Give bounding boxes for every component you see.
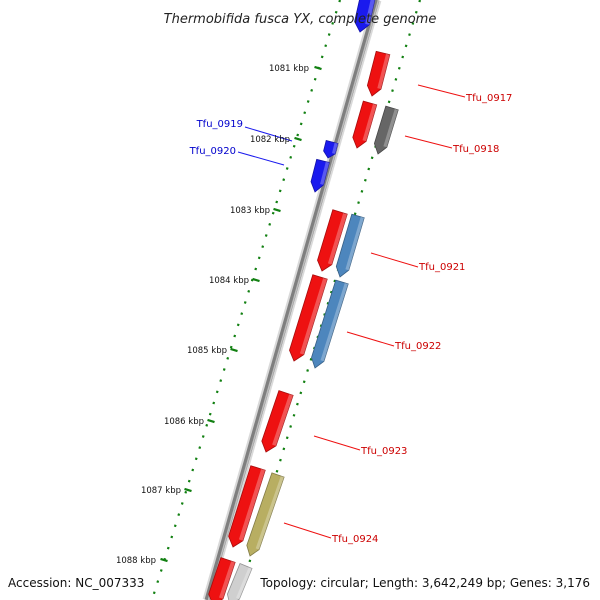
scale-label-1083: 1083 kbp [230,206,270,216]
gene-body [373,105,399,155]
gene-body [354,0,376,33]
gene-body [226,562,253,600]
callout-line-tfu0924 [283,522,332,539]
gene-label-tfu0924: Tfu_0924 [331,534,378,545]
gene-label-tfu0922: Tfu_0922 [394,341,441,352]
scale-tick-0 [314,65,322,71]
gene-arrow-tfu-0920 [310,158,330,193]
callout-line-tfu0922 [346,331,395,347]
gene-highlight [332,142,338,154]
gene-body [261,390,294,453]
gene-arrow-tfu-0918 [352,100,378,149]
gene-label-tfu0923: Tfu_0923 [360,446,407,457]
gene-label-tfu0919: Tfu_0919 [196,119,243,130]
scale-label-1085: 1085 kbp [187,346,227,356]
gene-label-tfu0917: Tfu_0917 [465,93,512,104]
gene-body [335,213,365,278]
gene-highlight [320,161,330,185]
gene-highlight [362,103,377,142]
gene-highlight [365,0,375,25]
gene-arrow-tfu-0921 [317,209,348,272]
scale-tick-6 [184,487,192,493]
callout-line-tfu0917 [417,84,466,98]
gene-arrow-tfu-0924 [228,465,266,548]
scale-tick-7 [160,557,168,563]
callout-line-tfu0921 [370,252,419,268]
scale-label-1084: 1084 kbp [209,276,249,286]
gene-highlight [272,394,294,446]
scale-tick-3 [252,277,260,283]
callout-line-tfu0920 [237,151,285,166]
gene-arrow-top-blue [354,0,376,33]
gene-arrow-tfu-0923 [261,390,294,453]
gene-arrow-tfu-0917 [366,50,391,97]
gene-body [246,472,285,557]
gene-body [228,465,266,548]
gene-arrow-bottom-gray [226,562,253,600]
scale-label-1087: 1087 kbp [141,486,181,496]
gene-label-tfu0921: Tfu_0921 [418,262,465,273]
scale-tick-5 [207,418,215,424]
scale-label-1081: 1081 kbp [269,64,309,74]
gene-body [317,209,348,272]
gene-body [289,274,328,362]
topology-text: Topology: circular; Length: 3,642,249 bp… [259,576,590,590]
callout-line-tfu0918 [404,135,453,149]
gene-body [323,140,339,159]
gene-body [311,279,349,369]
gene-arrow-tfu-0924-pair [246,472,285,557]
accession-text: Accession: NC_007333 [8,576,144,590]
callout-line-tfu0919 [244,126,293,142]
genome-title: Thermobifida fusca YX, complete genome [164,12,437,27]
callout-line-tfu0923 [313,435,361,451]
gene-arrow-tfu-0922 [289,274,328,362]
scale-labels: 1081 kbp 1082 kbp 1083 kbp 1084 kbp 1085… [116,64,309,566]
gene-highlight [299,278,328,355]
gene-highlight [327,213,348,265]
gene-highlight [345,216,365,271]
gene-highlight [236,567,252,600]
gene-arrow-tfu-0921-pair [335,213,365,278]
gene-arrow-tfu-0922-pair [311,279,349,369]
gene-labels: Tfu_0917 Tfu_0918 Tfu_0919 Tfu_0920 Tfu_… [189,93,513,545]
gene-shapes [208,0,399,600]
gene-highlight [383,108,399,148]
scale-tick-1 [294,136,302,142]
gene-label-tfu0918: Tfu_0918 [452,144,499,155]
gene-highlight [255,476,285,550]
gene-body [366,50,391,97]
scale-tick-4 [230,347,238,353]
scale-label-1082: 1082 kbp [250,135,290,145]
scale-label-1088: 1088 kbp [116,556,156,566]
scale-label-1086: 1086 kbp [164,417,204,427]
callout-lines [237,84,466,539]
gene-highlight [320,282,349,362]
gene-arrow-bottom-red [208,557,236,600]
gene-arrow-tfu-0919 [323,140,339,159]
gene-label-tfu0920: Tfu_0920 [189,146,236,157]
green-scale-dots [150,0,422,600]
gene-body [310,158,330,193]
gene-body [208,557,236,600]
gene-body [352,100,378,149]
gene-arrow-tfu-0918-pair [373,105,399,155]
scale-tick-2 [273,207,281,213]
gene-highlight [219,561,236,599]
gene-highlight [238,469,266,541]
backbone [202,0,382,600]
gene-highlight [377,53,390,89]
footer: Accession: NC_007333 Topology: circular;… [0,572,600,592]
